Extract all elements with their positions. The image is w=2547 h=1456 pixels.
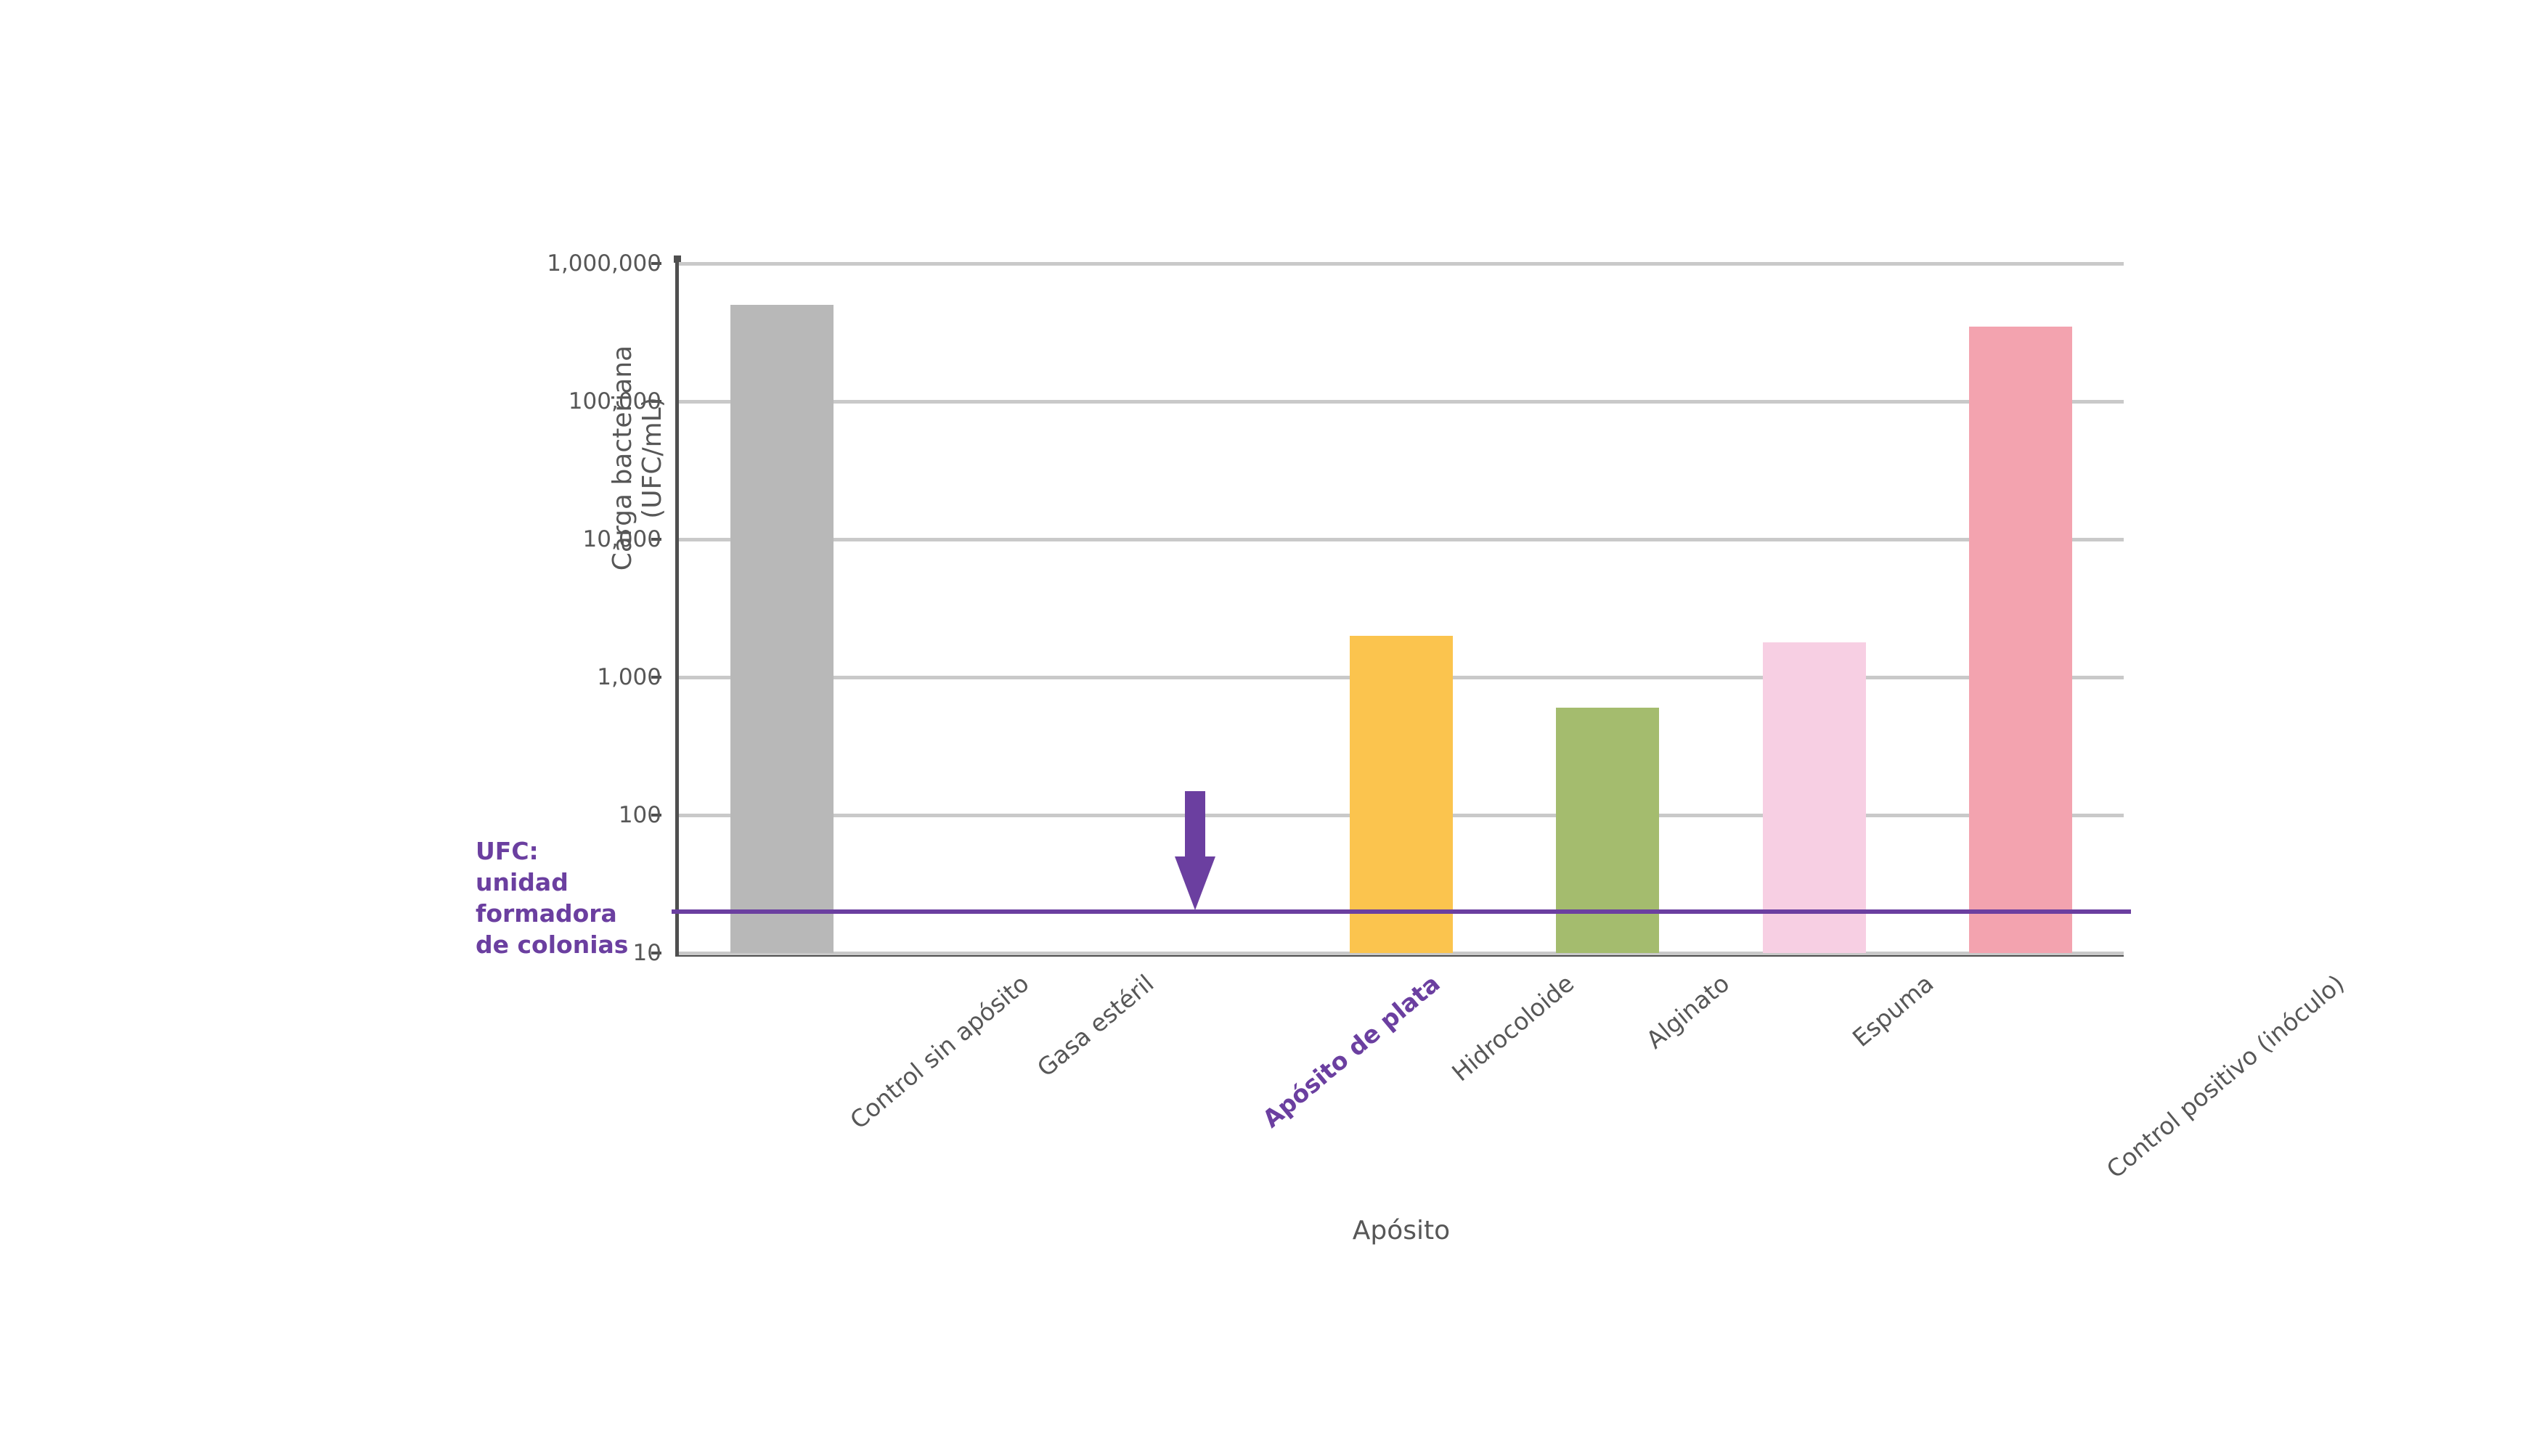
footnote-line-2: unidad formadora bbox=[476, 867, 617, 928]
footnote-legend: UFC: unidad formadora de colonias bbox=[476, 836, 686, 961]
x-tick-label: Control sin apósito bbox=[844, 969, 1035, 1135]
bar bbox=[1968, 326, 2072, 953]
x-tick-label: Apósito de plata bbox=[1257, 969, 1446, 1134]
bar bbox=[1762, 642, 1866, 953]
y-axis-top-cap bbox=[674, 255, 681, 263]
y-tick-mark bbox=[651, 952, 661, 954]
y-tick-label: 1,000,000 bbox=[547, 250, 661, 277]
arrow-shaft bbox=[1184, 790, 1205, 861]
y-tick-mark bbox=[651, 262, 661, 265]
y-tick-mark bbox=[651, 400, 661, 403]
x-axis-title: Apósito bbox=[1352, 1216, 1451, 1246]
y-tick-label: 100,000 bbox=[568, 388, 661, 414]
bar bbox=[1349, 635, 1454, 953]
x-tick-label: Alginato bbox=[1641, 969, 1735, 1055]
plot-area: 1,000,000 100,000 10,000 1,000 100 10 bbox=[547, 250, 2131, 966]
footnote-line-1: UFC: bbox=[476, 837, 539, 865]
bar bbox=[730, 305, 834, 953]
gridline bbox=[679, 952, 2124, 955]
y-tick-mark bbox=[651, 676, 661, 679]
y-tick-label: 10 bbox=[632, 940, 661, 966]
x-tick-label: Hidrocoloide bbox=[1446, 969, 1580, 1087]
y-tick-label: 100 bbox=[618, 802, 661, 828]
x-tick-label: Control positivo (inóculo) bbox=[2100, 969, 2350, 1185]
gridline bbox=[679, 262, 2124, 266]
y-tick-mark bbox=[651, 538, 661, 541]
y-tick-mark bbox=[651, 814, 661, 817]
arrow-head bbox=[1174, 856, 1215, 910]
y-tick-label: 10,000 bbox=[582, 526, 661, 552]
y-axis-title-label: Carga bacteriana (UFC/mL) bbox=[608, 345, 667, 571]
y-tick-label: 1,000 bbox=[597, 664, 661, 690]
y-axis-spine bbox=[675, 260, 680, 957]
detection-limit-line bbox=[672, 909, 2131, 914]
x-tick-label: Espuma bbox=[1846, 969, 1939, 1052]
y-axis-title: Carga bacteriana (UFC/mL) bbox=[608, 298, 667, 618]
x-tick-label: Gasa estéril bbox=[1032, 969, 1160, 1083]
gridline bbox=[679, 538, 2124, 541]
bar bbox=[1556, 708, 1660, 953]
footnote-line-3: de colonias bbox=[476, 930, 629, 959]
gridline bbox=[679, 400, 2124, 404]
